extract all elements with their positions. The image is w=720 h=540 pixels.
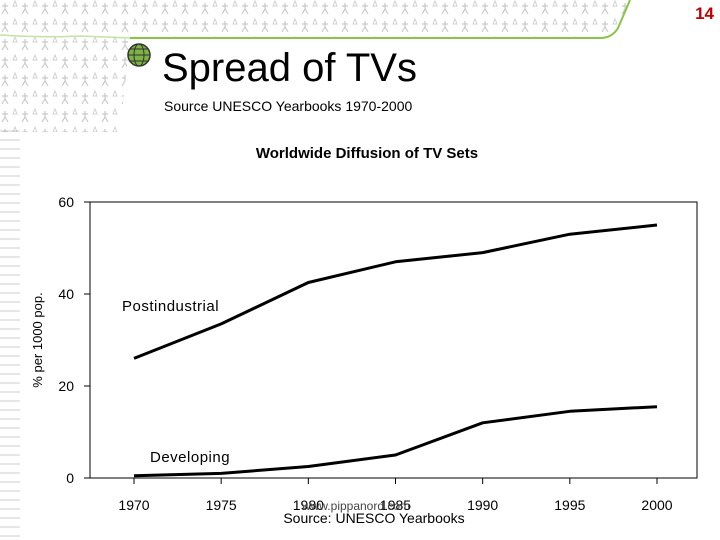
x-tick-label: 1980 (293, 497, 324, 513)
slide-title: Spread of TVs (162, 46, 417, 90)
series-label-postindustrial: Postindustrial (122, 298, 219, 315)
x-tick-label: 1990 (467, 497, 498, 513)
slide-subtitle: Source UNESCO Yearbooks 1970-2000 (164, 98, 413, 114)
x-tick-label: 1970 (118, 497, 149, 513)
x-tick-label: 1975 (206, 497, 237, 513)
y-tick-label: 0 (66, 470, 74, 486)
y-axis-label: % per 1000 pop. (30, 292, 45, 387)
globe-icon (127, 43, 151, 67)
y-tick-label: 20 (58, 378, 74, 394)
x-tick-label: 1985 (380, 497, 411, 513)
watermark-text: www.pippanord.com (301, 499, 410, 513)
series-label-developing: Developing (150, 449, 230, 466)
y-tick-label: 40 (58, 286, 74, 302)
y-tick-label: 60 (58, 194, 74, 210)
chart-title: Worldwide Diffusion of TV Sets (256, 145, 478, 162)
x-tick-label: 1995 (554, 497, 585, 513)
x-tick-label: 2000 (641, 497, 672, 513)
x-axis-source-label: Source: UNESCO Yearbooks (283, 510, 464, 526)
slide-number: 14 (695, 4, 714, 23)
series-line-postindustrial (133, 223, 658, 360)
series-line-developing (133, 405, 658, 478)
plot-area (89, 201, 698, 479)
left-decoration-strip (0, 130, 20, 540)
